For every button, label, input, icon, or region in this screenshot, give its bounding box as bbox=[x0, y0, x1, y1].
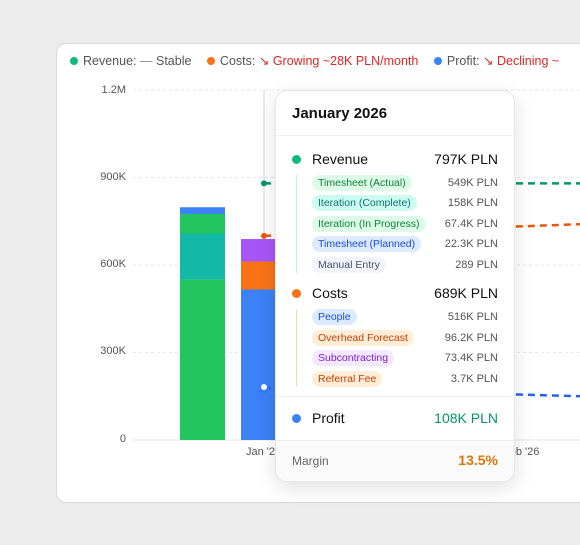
legend-revenue-label: Revenue: bbox=[83, 54, 137, 68]
legend-profit-label: Profit: bbox=[446, 54, 480, 68]
revenue-item-value: 67.4K PLN bbox=[444, 218, 498, 230]
costs-item-chip: Referral Fee bbox=[312, 371, 383, 387]
y-tick-label: 600K bbox=[100, 258, 126, 270]
revenue-value: 797K PLN bbox=[434, 151, 498, 167]
tooltip-footer: Margin 13.5% bbox=[276, 440, 514, 481]
costs-item-value: 516K PLN bbox=[447, 311, 498, 323]
profit-point bbox=[259, 382, 269, 392]
costs-item: Referral Fee 3.7K PLN bbox=[312, 371, 498, 388]
trend-down-icon: ↘ bbox=[258, 54, 270, 68]
costs-item: Subcontracting 73.4K PLN bbox=[312, 350, 498, 367]
bar-segment bbox=[180, 207, 225, 214]
profit-dot-icon bbox=[433, 57, 442, 65]
costs-item: People 516K PLN bbox=[312, 309, 498, 326]
revenue-group-line bbox=[296, 175, 297, 273]
costs-label: Costs bbox=[312, 285, 348, 301]
y-tick-label: 0 bbox=[119, 433, 126, 445]
legend-profit-trend: Declining ~ bbox=[496, 54, 560, 68]
revenue-item-chip: Iteration (In Progress) bbox=[312, 216, 426, 232]
costs-dot-icon bbox=[292, 289, 301, 298]
costs-item-value: 73.4K PLN bbox=[444, 352, 498, 364]
legend-costs-label: Costs: bbox=[219, 54, 256, 68]
legend-revenue[interactable]: Revenue: — Stable bbox=[70, 54, 195, 68]
legend-costs[interactable]: Costs: ↘ Growing ~28K PLN/month bbox=[206, 54, 422, 68]
revenue-item-value: 158K PLN bbox=[447, 197, 498, 209]
bar-segment bbox=[180, 213, 225, 234]
bar-segment bbox=[241, 239, 286, 262]
revenue-item-chip: Iteration (Complete) bbox=[312, 195, 417, 211]
costs-item-chip: Subcontracting bbox=[312, 350, 395, 366]
x-tick-label: Jan '26 bbox=[246, 446, 282, 458]
revenue-item: Iteration (Complete) 158K PLN bbox=[312, 195, 498, 212]
revenue-item: Iteration (In Progress) 67.4K PLN bbox=[312, 216, 498, 233]
costs-value: 689K PLN bbox=[434, 285, 498, 301]
costs-item-chip: People bbox=[312, 309, 357, 325]
chart-tooltip: January 2026 Revenue 797K PLN Timesheet … bbox=[275, 90, 515, 482]
legend-revenue-trend: Stable bbox=[155, 54, 192, 68]
profit-label: Profit bbox=[312, 410, 345, 426]
tooltip-divider bbox=[276, 396, 514, 397]
costs-group-line bbox=[296, 309, 297, 387]
revenue-dot-icon bbox=[70, 57, 78, 65]
costs-trend-point bbox=[261, 232, 267, 239]
revenue-item-value: 549K PLN bbox=[447, 177, 498, 189]
margin-label: Margin bbox=[292, 454, 329, 468]
costs-item: Overhead Forecast 96.2K PLN bbox=[312, 330, 498, 347]
chart-legend: Revenue: — Stable Costs: ↘ Growing ~28K … bbox=[70, 53, 571, 68]
legend-costs-trend: Growing ~28K PLN/month bbox=[272, 54, 419, 68]
costs-item-value: 96.2K PLN bbox=[444, 332, 498, 344]
revenue-item: Timesheet (Actual) 549K PLN bbox=[312, 175, 498, 192]
revenue-item: Timesheet (Planned) 22.3K PLN bbox=[312, 236, 498, 253]
flat-trend-icon: — bbox=[140, 54, 153, 68]
legend-profit[interactable]: Profit: ↘ Declining ~ bbox=[433, 54, 560, 68]
revenue-item-value: 22.3K PLN bbox=[444, 238, 498, 250]
revenue-label: Revenue bbox=[312, 151, 369, 167]
revenue-item-chip: Manual Entry bbox=[312, 257, 386, 273]
revenue-item-chip: Timesheet (Actual) bbox=[312, 175, 412, 191]
y-tick-label: 300K bbox=[100, 345, 126, 357]
margin-value: 13.5% bbox=[458, 452, 498, 468]
costs-item-value: 3.7K PLN bbox=[450, 373, 498, 385]
y-tick-label: 1.2M bbox=[101, 84, 126, 96]
costs-item-chip: Overhead Forecast bbox=[312, 330, 414, 346]
revenue-item-chip: Timesheet (Planned) bbox=[312, 236, 422, 252]
bar-segment bbox=[180, 233, 225, 280]
tooltip-divider bbox=[276, 135, 514, 136]
profit-value: 108K PLN bbox=[434, 410, 498, 426]
bar-segment bbox=[180, 279, 225, 440]
tooltip-title: January 2026 bbox=[292, 105, 388, 122]
revenue-item: Manual Entry 289 PLN bbox=[312, 257, 498, 274]
trend-down-icon: ↘ bbox=[483, 54, 494, 68]
revenue-trend-point bbox=[261, 180, 267, 187]
revenue-item-value: 289 PLN bbox=[455, 259, 498, 271]
profit-dot-icon bbox=[292, 414, 301, 423]
revenue-dot-icon bbox=[292, 155, 301, 164]
y-tick-label: 900K bbox=[100, 171, 126, 183]
costs-dot-icon bbox=[206, 57, 215, 65]
